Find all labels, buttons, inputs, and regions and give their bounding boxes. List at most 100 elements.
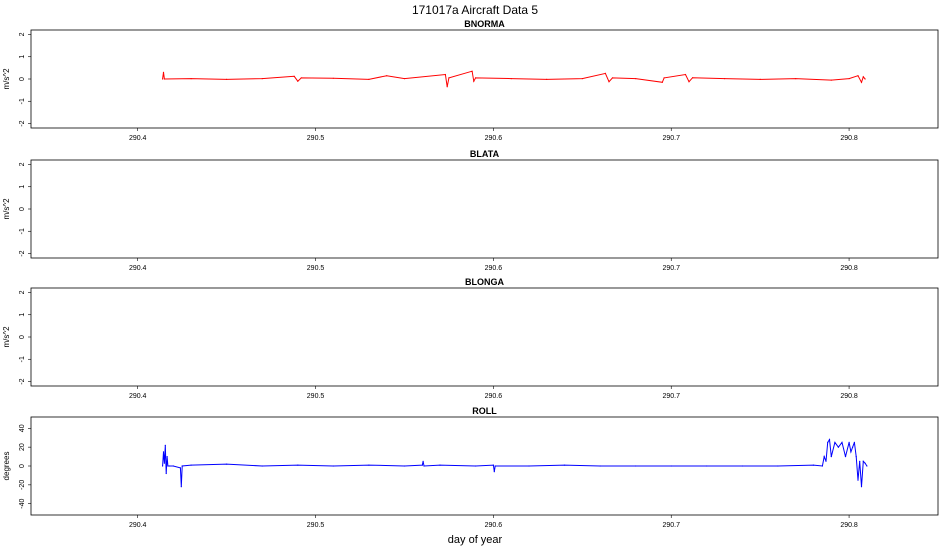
data-point (261, 78, 263, 80)
panel-blata: BLATA m/s^2 290.4 290.5 290.6 290.7 290.8 -2 -1 0… (2, 149, 939, 272)
data-point (604, 72, 607, 74)
data-point (162, 71, 165, 73)
data-point (823, 456, 825, 458)
x-tick-label: 290.5 (307, 393, 325, 400)
data-point (165, 472, 167, 475)
data-point (741, 465, 744, 467)
data-point (777, 465, 779, 467)
data-point (169, 465, 171, 467)
y-tick-label: 20 (19, 443, 26, 451)
data-point (162, 465, 164, 467)
panels: BNORMA m/s^2 290.4 290.5 290.6 290.7 290.8 -2 -1… (2, 19, 939, 529)
data-point (864, 462, 866, 464)
x-tick-label: 290.5 (307, 265, 325, 272)
data-point (226, 78, 228, 80)
plot-frame (30, 159, 939, 259)
data-point (563, 464, 566, 466)
data-point (821, 465, 824, 467)
data-point (866, 465, 868, 467)
data-point (226, 463, 228, 465)
data-point (759, 78, 761, 80)
data-point (837, 446, 840, 448)
data-point (850, 451, 852, 453)
data-point (834, 441, 836, 443)
data-point (692, 77, 694, 79)
data-point (546, 78, 548, 80)
x-tick-label: 290.7 (662, 522, 680, 529)
data-point (164, 444, 166, 446)
data-point (190, 464, 192, 466)
x-tick-label: 290.6 (485, 265, 503, 272)
x-tick-label: 290.4 (129, 135, 147, 142)
data-point (423, 465, 425, 467)
data-point (386, 75, 388, 77)
data-point (795, 78, 797, 80)
data-point (163, 78, 165, 80)
y-tick-label: -2 (19, 378, 26, 384)
y-tick-label: -1 (19, 356, 26, 362)
y-tick-label: -2 (19, 120, 26, 126)
data-point (841, 441, 843, 443)
x-tick-label: 290.8 (840, 393, 858, 400)
data-point (608, 81, 610, 83)
data-point (403, 78, 406, 80)
data-point (471, 70, 473, 72)
data-point (444, 73, 446, 76)
data-point (163, 462, 165, 464)
data-point (684, 73, 687, 76)
data-point (581, 78, 583, 80)
data-point (332, 77, 334, 79)
data-point (300, 77, 302, 79)
x-axis-label: day of year (448, 534, 503, 546)
x-tick-label: 290.5 (307, 522, 325, 529)
y-tick-label: 0 (19, 207, 26, 211)
data-point (297, 464, 299, 466)
x-tick-label: 290.4 (129, 522, 147, 529)
data-point (475, 77, 477, 79)
y-tick-label: 0 (19, 464, 26, 468)
plot-frame (30, 287, 939, 387)
y-tick-label: 0 (19, 335, 26, 339)
figure-title: 171017a Aircraft Data 5 (412, 3, 538, 17)
y-tick-label: -40 (19, 499, 26, 509)
data-point (190, 78, 192, 80)
data-point (448, 77, 450, 79)
panel-title: BNORMA (464, 19, 505, 29)
data-point (493, 471, 495, 473)
data-point (862, 460, 864, 462)
data-point (857, 479, 859, 481)
data-point (528, 465, 530, 467)
y-tick-label: 2 (19, 162, 26, 166)
data-point (663, 77, 665, 79)
data-point (180, 486, 182, 488)
data-point (827, 441, 829, 443)
y-axis-label: degrees (2, 452, 11, 481)
data-point (473, 80, 475, 82)
data-point (848, 441, 850, 443)
data-point (859, 460, 861, 462)
x-tick-label: 290.7 (662, 265, 680, 272)
x-tick-label: 290.7 (662, 393, 680, 400)
data-point (812, 464, 815, 466)
x-tick-label: 290.6 (485, 393, 503, 400)
y-tick-label: 0 (19, 77, 26, 81)
y-tick-label: 2 (19, 32, 26, 36)
data-point (162, 451, 165, 453)
data-point (864, 78, 866, 80)
panel-title: ROLL (472, 406, 497, 416)
data-point (848, 78, 850, 80)
x-tick-label: 290.8 (840, 135, 858, 142)
data-point (293, 75, 295, 77)
data-point (670, 465, 672, 467)
panel-bnorma: BNORMA m/s^2 290.4 290.5 290.6 290.7 290.8 -2 -1… (2, 19, 939, 142)
x-tick-label: 290.8 (840, 265, 858, 272)
data-point (172, 465, 174, 467)
data-point (162, 78, 164, 80)
x-tick-label: 290.4 (129, 393, 147, 400)
data-point (860, 486, 863, 488)
y-tick-label: 1 (19, 55, 26, 59)
data-point (446, 86, 448, 88)
y-tick-label: -1 (19, 228, 26, 234)
data-point (855, 456, 857, 458)
